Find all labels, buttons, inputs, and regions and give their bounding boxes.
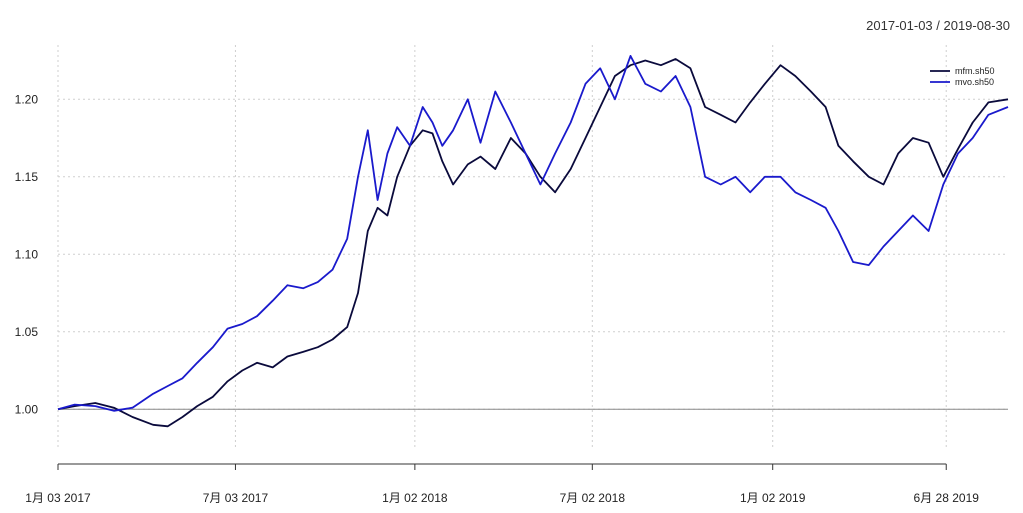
y-tick-label: 1.15 [15,170,39,184]
date-range-label: 2017-01-03 / 2019-08-30 [866,18,1010,33]
series-layer [57,55,1009,428]
y-tick-label: 1.00 [15,402,39,416]
grid [57,45,1008,448]
x-tick-label: 7月 03 2017 [203,491,269,505]
x-tick-label: 6月 28 2019 [914,491,980,505]
y-axis: 1.00 1.05 1.10 1.15 1.20 [15,92,39,416]
series-line-mvo-sh50 [57,55,1009,412]
y-tick-label: 1.10 [15,247,39,261]
x-tick-label: 7月 02 2018 [560,491,626,505]
y-tick-label: 1.05 [15,325,39,339]
legend-label: mvo.sh50 [955,77,994,87]
x-tick-label: 1月 02 2019 [740,491,806,505]
x-axis: 1月 03 2017 7月 03 2017 1月 02 2018 7月 02 2018… [25,463,980,505]
series-line-mfm-sh50 [57,58,1009,428]
x-tick-label: 1月 03 2017 [25,491,91,505]
x-tick-label: 1月 02 2018 [382,491,448,505]
legend-label: mfm.sh50 [955,66,995,76]
y-tick-label: 1.20 [15,92,39,106]
